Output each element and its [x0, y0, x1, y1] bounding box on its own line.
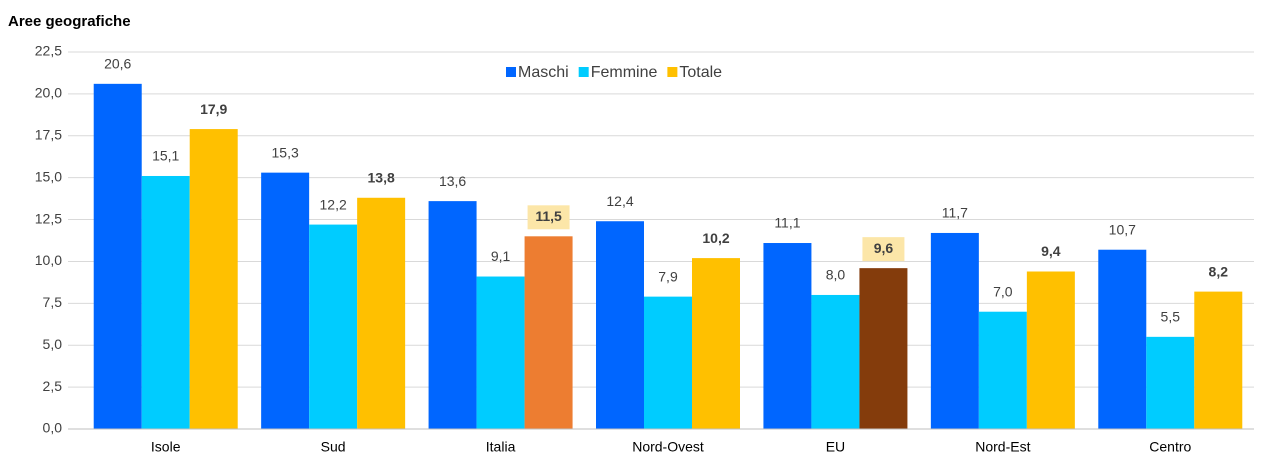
value-label: 7,0 [993, 283, 1013, 299]
value-label-background [527, 205, 570, 230]
bar [261, 172, 310, 429]
y-tick-label: 2,5 [43, 378, 63, 394]
value-label: 20,6 [104, 56, 131, 72]
y-tick-label: 7,5 [43, 294, 63, 310]
value-label: 12,2 [320, 196, 347, 212]
value-label: 10,2 [702, 230, 729, 246]
bar [524, 236, 573, 429]
x-tick-label: EU [826, 439, 845, 455]
value-label: 8,0 [826, 267, 846, 283]
value-label: 11,1 [774, 215, 800, 231]
bar [978, 311, 1027, 429]
x-tick-label: Italia [486, 439, 516, 455]
value-label: 13,8 [368, 169, 395, 185]
x-tick-label: Centro [1149, 439, 1191, 455]
bar [93, 83, 142, 429]
value-label: 9,4 [1041, 243, 1061, 259]
bar [189, 129, 238, 429]
value-label: 9,6 [874, 240, 894, 256]
bar [644, 296, 692, 429]
y-tick-label: 22,5 [35, 43, 62, 59]
y-tick-label: 12,5 [35, 210, 62, 226]
bar [930, 232, 979, 429]
x-tick-label: Nord-Ovest [632, 439, 704, 455]
value-label: 5,5 [1161, 309, 1181, 325]
value-label: 13,6 [439, 173, 466, 189]
y-tick-label: 20,0 [35, 85, 62, 101]
value-label: 7,9 [658, 268, 678, 284]
chart-title: Aree geografiche [8, 13, 131, 30]
x-tick-label: Nord-Est [975, 439, 1030, 455]
y-tick-label: 17,5 [35, 126, 62, 142]
x-tick-label: Sud [321, 439, 346, 455]
value-label: 9,1 [491, 248, 511, 264]
legend-label: Femmine [591, 64, 658, 81]
legend-label: Totale [679, 64, 722, 81]
y-tick-label: 15,0 [35, 168, 62, 184]
bar [692, 258, 740, 429]
bar [1146, 336, 1195, 429]
bar [428, 201, 477, 429]
y-tick-label: 0,0 [43, 420, 63, 436]
bar [476, 276, 525, 429]
bar [859, 268, 908, 429]
value-label: 11,7 [942, 205, 968, 221]
bar [596, 221, 644, 429]
bar [357, 197, 406, 429]
x-tick-label: Isole [151, 439, 181, 455]
bar [811, 294, 860, 429]
legend-swatch [667, 67, 678, 77]
bar [1098, 249, 1147, 429]
y-tick-label: 10,0 [35, 252, 62, 268]
bar [309, 224, 358, 429]
legend-label: Maschi [518, 64, 569, 81]
value-label: 15,3 [272, 144, 299, 160]
value-label: 11,5 [535, 208, 562, 224]
bar [1026, 271, 1075, 429]
value-label: 10,7 [1109, 221, 1136, 237]
value-label-background [862, 237, 905, 262]
bar [1194, 291, 1243, 429]
legend-swatch [506, 67, 516, 77]
bar [141, 175, 190, 429]
value-label: 12,4 [606, 193, 633, 209]
legend-swatch [578, 67, 589, 77]
value-label: 8,2 [1209, 263, 1229, 279]
y-tick-label: 5,0 [43, 336, 63, 352]
value-label: 17,9 [200, 101, 227, 117]
bar [763, 243, 812, 429]
value-label: 15,1 [152, 148, 179, 164]
